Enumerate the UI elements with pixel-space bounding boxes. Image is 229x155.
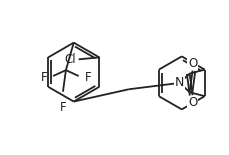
- Text: F: F: [41, 71, 47, 84]
- Text: F: F: [59, 101, 66, 114]
- Text: O: O: [187, 96, 196, 109]
- Text: F: F: [84, 71, 91, 84]
- Text: O: O: [187, 57, 196, 70]
- Text: N: N: [174, 76, 184, 89]
- Text: Cl: Cl: [64, 53, 75, 66]
